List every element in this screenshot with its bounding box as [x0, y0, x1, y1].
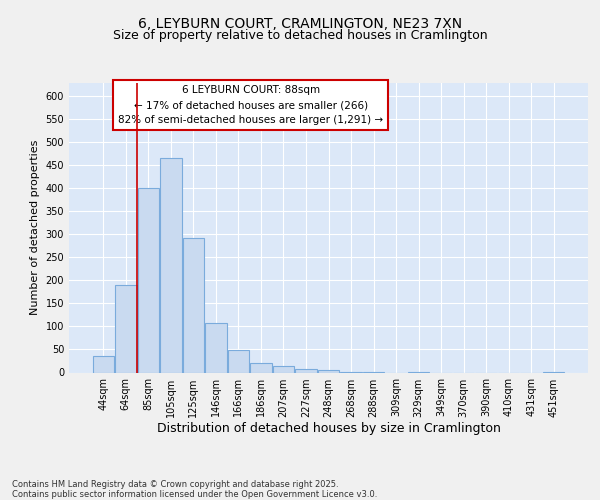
Bar	[205, 323, 227, 372]
Bar	[115, 285, 137, 372]
Bar	[250, 364, 272, 372]
Bar	[160, 158, 182, 372]
Bar	[318, 370, 339, 372]
Bar	[92, 356, 114, 372]
Bar	[137, 188, 159, 372]
Text: 6 LEYBURN COURT: 88sqm
← 17% of detached houses are smaller (266)
82% of semi-de: 6 LEYBURN COURT: 88sqm ← 17% of detached…	[118, 86, 383, 125]
Text: 6, LEYBURN COURT, CRAMLINGTON, NE23 7XN: 6, LEYBURN COURT, CRAMLINGTON, NE23 7XN	[138, 18, 462, 32]
Y-axis label: Number of detached properties: Number of detached properties	[30, 140, 40, 315]
Bar	[295, 370, 317, 372]
Bar	[228, 350, 249, 372]
Bar	[273, 366, 294, 372]
Text: Size of property relative to detached houses in Cramlington: Size of property relative to detached ho…	[113, 29, 487, 42]
X-axis label: Distribution of detached houses by size in Cramlington: Distribution of detached houses by size …	[157, 422, 500, 436]
Text: Contains HM Land Registry data © Crown copyright and database right 2025.
Contai: Contains HM Land Registry data © Crown c…	[12, 480, 377, 499]
Bar	[182, 238, 204, 372]
